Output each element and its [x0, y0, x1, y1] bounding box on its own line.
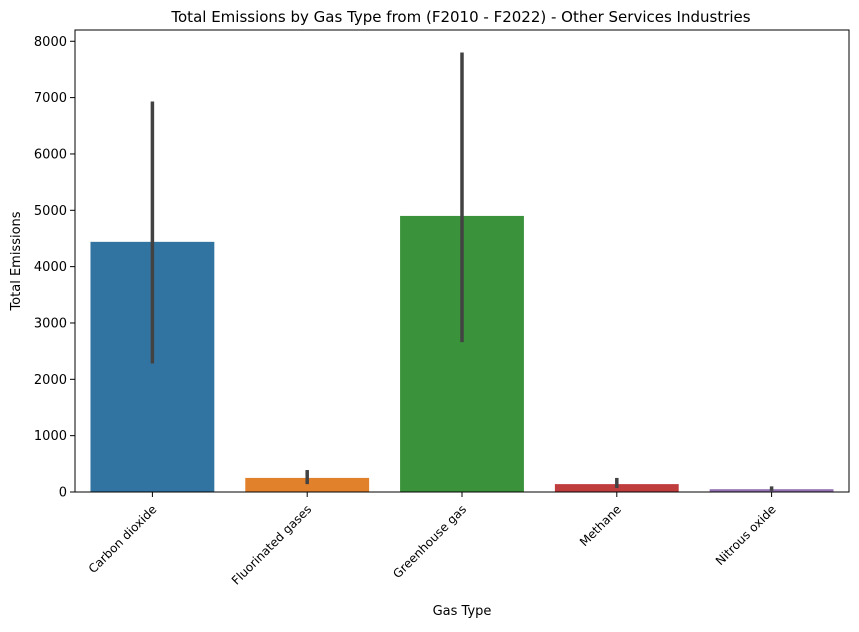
x-axis-label: Gas Type	[433, 604, 492, 619]
x-tick-label-carbon-dioxide: Carbon dioxide	[86, 502, 160, 576]
y-tick-label: 1000	[34, 429, 67, 444]
y-tick-label: 6000	[34, 147, 67, 162]
x-axis: Carbon dioxide Fluorinated gases Greenhous…	[86, 492, 779, 588]
y-axis: 0 1000 2000 3000 4000 5000 6000 7000 8000	[34, 35, 75, 501]
y-tick-label: 0	[59, 486, 67, 501]
y-axis-label: Total Emissions	[9, 211, 24, 311]
y-tick-label: 3000	[34, 316, 67, 331]
x-tick-label-methane: Methane	[577, 502, 624, 549]
y-tick-label: 2000	[34, 373, 67, 388]
chart-title: Total Emissions by Gas Type from (F2010 …	[170, 8, 750, 26]
y-tick-label: 7000	[34, 91, 67, 106]
x-tick-label-greenhouse-gas: Greenhouse gas	[390, 502, 469, 581]
bar-fluorinated-gases	[245, 477, 370, 492]
x-tick-label-fluorinated-gases: Fluorinated gases	[229, 502, 314, 587]
y-tick-label: 5000	[34, 204, 67, 219]
y-tick-label: 4000	[34, 260, 67, 275]
x-tick-label-nitrous-oxide: Nitrous oxide	[713, 502, 779, 568]
y-tick-label: 8000	[34, 35, 67, 50]
error-bars-layer	[150, 52, 774, 491]
